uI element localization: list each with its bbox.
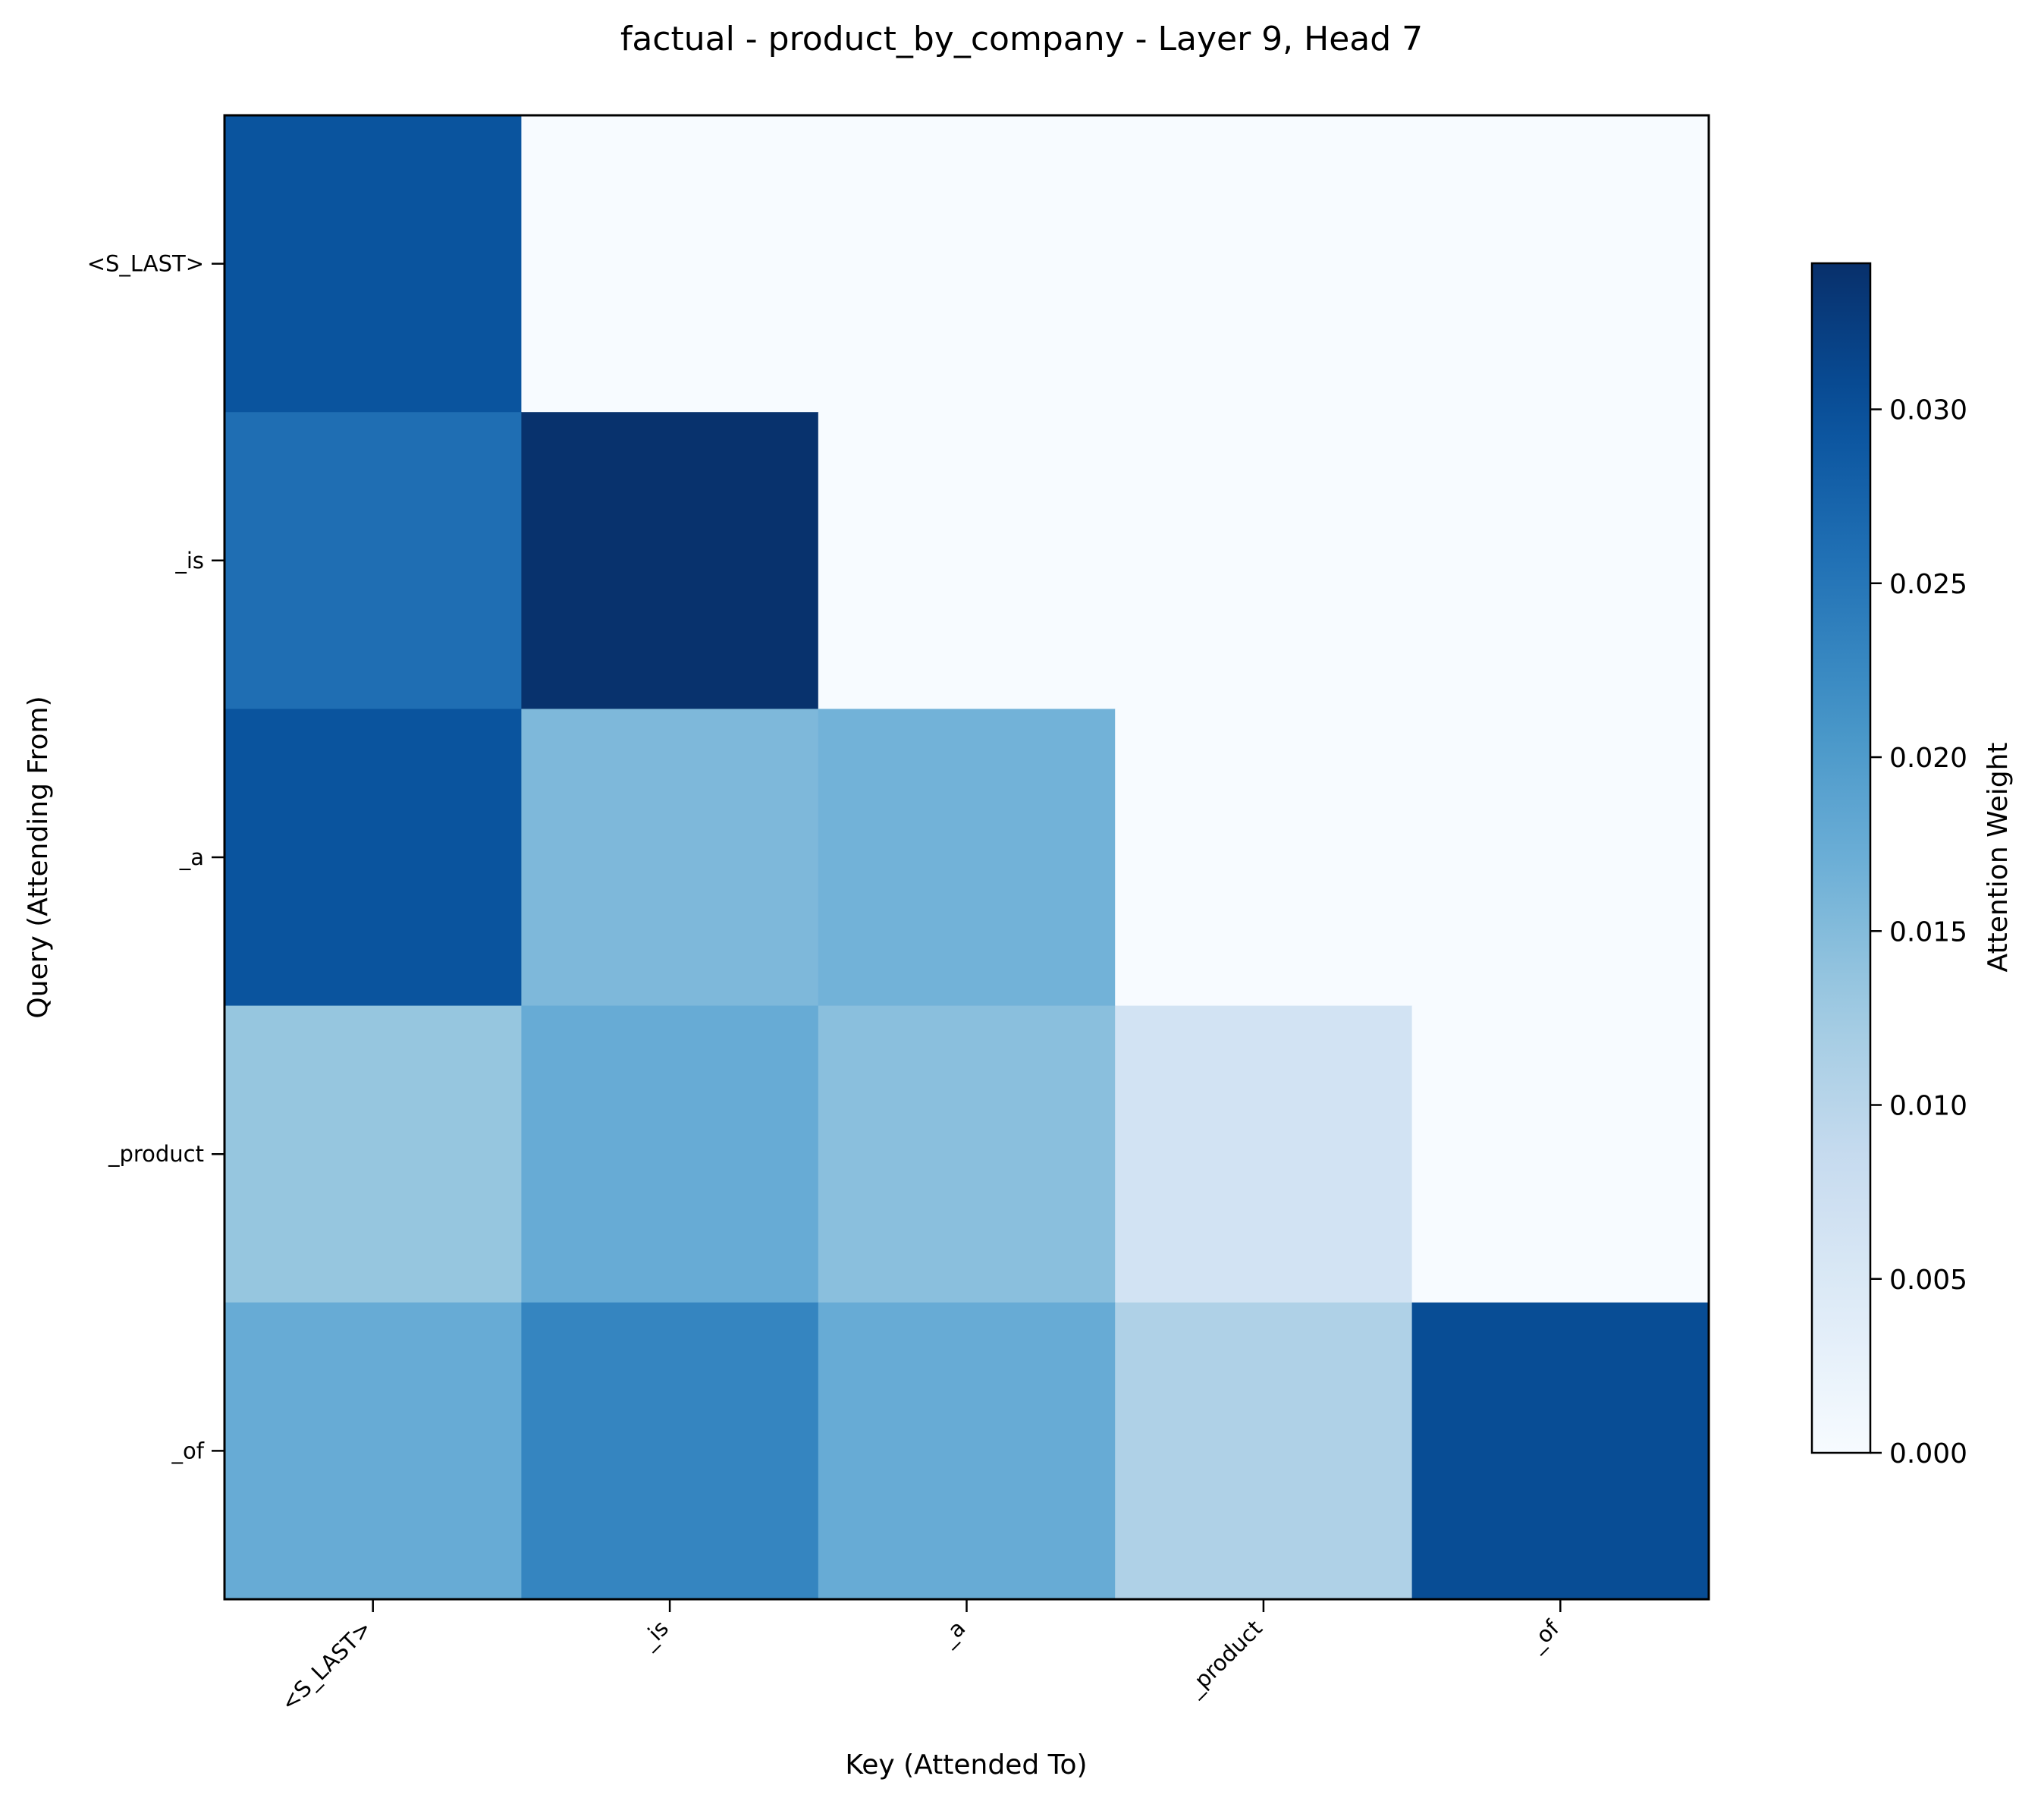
- colorbar-tick-label: 0.010: [1889, 1091, 1967, 1122]
- heatmap-cell: [1115, 1302, 1413, 1600]
- chart-title: factual - product_by_company - Layer 9, …: [620, 20, 1423, 58]
- y-tick-label: _is: [174, 548, 204, 574]
- heatmap-cell: [521, 1302, 819, 1600]
- y-axis-ticks: <S_LAST> _is _a _product _of: [87, 251, 224, 1463]
- heatmap-cell: [818, 115, 1116, 413]
- colorbar-tick-label: 0.025: [1889, 569, 1967, 600]
- colorbar: [1810, 262, 1872, 1454]
- heatmap-cells: [224, 115, 1710, 1600]
- heatmap-cell: [521, 1005, 819, 1303]
- colorbar-ticks: 0.000 0.005 0.010 0.015 0.020 0.025 0.030: [1870, 395, 1967, 1470]
- colorbar-tick-label: 0.015: [1889, 916, 1967, 948]
- y-axis-label: Query (Attending From): [23, 696, 54, 1018]
- x-tick-label: _a: [934, 1615, 971, 1652]
- colorbar-label: Attention Weight: [1983, 742, 2014, 972]
- y-tick-label: _of: [171, 1438, 205, 1463]
- heatmap-cell: [1115, 1005, 1413, 1303]
- x-axis-label: Key (Attended To): [845, 1749, 1087, 1781]
- heatmap-cell: [1411, 115, 1710, 413]
- heatmap-cell: [1115, 412, 1413, 709]
- x-tick-label: <S_LAST>: [276, 1615, 377, 1716]
- heatmap-cell: [818, 412, 1116, 709]
- heatmap-cell: [224, 412, 522, 709]
- heatmap-cell: [818, 1005, 1116, 1303]
- heatmap-cell: [224, 115, 522, 413]
- colorbar-tick-label: 0.005: [1889, 1265, 1967, 1296]
- heatmap-cell: [818, 1302, 1116, 1600]
- colorbar-tick-label: 0.000: [1889, 1438, 1967, 1470]
- heatmap-cell: [1411, 412, 1710, 709]
- heatmap-cell: [224, 1005, 522, 1303]
- heatmap-cell: [224, 1302, 522, 1600]
- y-tick-label: <S_LAST>: [87, 251, 204, 277]
- heatmap-cell: [521, 709, 819, 1007]
- x-tick-label: _product: [1181, 1615, 1267, 1702]
- colorbar-tick-label: 0.030: [1889, 395, 1967, 426]
- heatmap-cell: [1411, 1302, 1710, 1600]
- heatmap-cell: [224, 709, 522, 1007]
- heatmap-cell: [521, 115, 819, 413]
- x-tick-label: _is: [635, 1615, 673, 1654]
- x-axis-ticks: <S_LAST> _is _a _product _of: [276, 1599, 1565, 1716]
- colorbar-tick-label: 0.020: [1889, 743, 1967, 774]
- heatmap-cell: [521, 412, 819, 709]
- y-tick-label: _a: [179, 844, 204, 870]
- heatmap-cell: [1411, 709, 1710, 1007]
- heatmap-cell: [1115, 709, 1413, 1007]
- heatmap-cell: [818, 709, 1116, 1007]
- x-tick-label: _of: [1522, 1614, 1564, 1656]
- y-tick-label: _product: [108, 1141, 204, 1167]
- heatmap-cell: [1115, 115, 1413, 413]
- heatmap-cell: [1411, 1005, 1710, 1303]
